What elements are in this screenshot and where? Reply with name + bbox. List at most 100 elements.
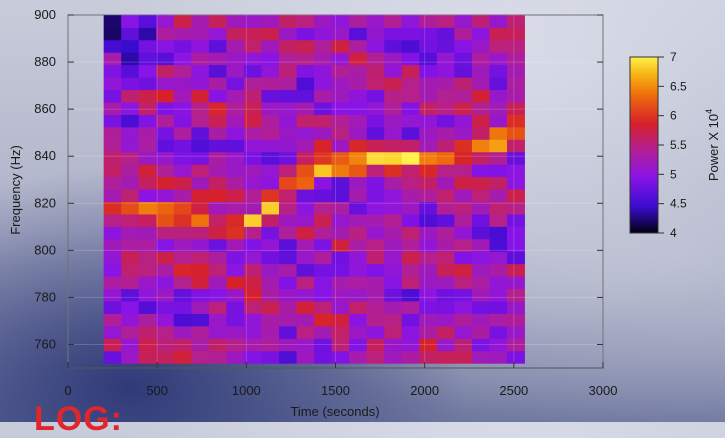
heatmap-cell — [436, 77, 455, 91]
heatmap-cell — [243, 39, 262, 53]
heatmap-cell — [489, 77, 508, 91]
heatmap-cell — [507, 114, 525, 128]
heatmap-cell — [366, 77, 385, 91]
heatmap-cell — [261, 164, 280, 178]
heatmap-cell — [103, 52, 122, 66]
heatmap-cell — [156, 313, 175, 327]
heatmap-cell — [419, 52, 438, 66]
heatmap-cell — [331, 251, 350, 265]
heatmap-cell — [279, 338, 297, 352]
heatmap-cell — [103, 102, 122, 115]
heatmap-cell — [103, 15, 122, 28]
heatmap-cell — [226, 263, 245, 277]
heatmap-cell — [331, 64, 350, 78]
heatmap-cell — [226, 126, 245, 140]
heatmap-cell — [401, 164, 420, 178]
heatmap-cell — [261, 52, 280, 66]
heatmap-cell — [243, 325, 262, 339]
heatmap-cell — [419, 77, 438, 91]
heatmap-cell — [401, 214, 420, 227]
heatmap-cell — [471, 89, 490, 103]
heatmap-cell — [366, 226, 385, 240]
heatmap-cell — [191, 201, 210, 215]
heatmap-cell — [121, 189, 140, 202]
heatmap-cell — [454, 325, 473, 339]
heatmap-cell — [103, 263, 122, 277]
heatmap-cell — [471, 27, 490, 41]
heatmap-cell — [243, 226, 262, 240]
heatmap-cell — [384, 151, 403, 165]
heatmap-cell — [173, 139, 192, 153]
heatmap-cell — [349, 89, 368, 103]
heatmap-cell — [296, 263, 315, 277]
heatmap-cell — [261, 89, 280, 103]
heatmap-cell — [191, 164, 210, 178]
heatmap-cell — [243, 164, 262, 178]
heatmap-cell — [489, 151, 508, 165]
heatmap-cell — [314, 77, 333, 91]
heatmap-cell — [349, 238, 368, 252]
heatmap-cell — [331, 201, 350, 215]
heatmap-cell — [173, 176, 192, 190]
heatmap-cell — [296, 102, 315, 115]
heatmap-cell — [331, 15, 350, 28]
heatmap-cell — [366, 164, 385, 178]
heatmap-cell — [296, 189, 315, 202]
heatmap-cell — [191, 251, 210, 265]
heatmap-cell — [331, 164, 350, 178]
heatmap-cell — [121, 139, 140, 153]
heatmap-cell — [226, 276, 245, 290]
heatmap-cell — [489, 313, 508, 327]
heatmap-cell — [279, 114, 297, 128]
heatmap-cell — [384, 226, 403, 240]
heatmap-cell — [138, 52, 157, 66]
heatmap-cell — [331, 301, 350, 314]
heatmap-cell — [279, 39, 297, 53]
heatmap-cell — [261, 176, 280, 190]
heatmap-cell — [121, 114, 140, 128]
heatmap-cell — [507, 338, 525, 352]
heatmap-cell — [261, 263, 280, 277]
heatmap-cell — [138, 164, 157, 178]
heatmap-cell — [138, 313, 157, 327]
heatmap-cell — [208, 263, 227, 277]
heatmap-cell — [384, 64, 403, 78]
heatmap-cell — [191, 226, 210, 240]
heatmap-cell — [261, 201, 280, 215]
heatmap-cell — [454, 276, 473, 290]
heatmap-cell — [384, 338, 403, 352]
heatmap-cell — [261, 189, 280, 202]
heatmap-cell — [103, 139, 122, 153]
heatmap-cell — [279, 251, 297, 265]
heatmap-cell — [331, 214, 350, 227]
heatmap-cell — [208, 164, 227, 178]
heatmap-cell — [208, 102, 227, 115]
heatmap-cell — [261, 238, 280, 252]
heatmap-cell — [226, 350, 245, 364]
heatmap-cell — [471, 313, 490, 327]
heatmap-cell — [314, 301, 333, 314]
heatmap-cell — [419, 251, 438, 265]
heatmap-cell — [436, 176, 455, 190]
heatmap-cell — [208, 39, 227, 53]
heatmap-cell — [331, 338, 350, 352]
heatmap-cell — [314, 201, 333, 215]
heatmap-cell — [138, 201, 157, 215]
heatmap-cell — [261, 77, 280, 91]
heatmap-cell — [436, 350, 455, 364]
heatmap-cell — [489, 251, 508, 265]
heatmap-cell — [349, 263, 368, 277]
heatmap-cell — [471, 338, 490, 352]
heatmap-cell — [279, 201, 297, 215]
heatmap-cell — [261, 151, 280, 165]
heatmap-chart: 0 500 1000 1500 2000 2500 3000 760 780 800 820 840… — [8, 7, 721, 419]
heatmap-cell — [349, 251, 368, 265]
heatmap-cell — [489, 52, 508, 66]
heatmap-cell — [471, 102, 490, 115]
heatmap-cell — [419, 201, 438, 215]
heatmap-cell — [419, 27, 438, 41]
heatmap-cell — [156, 176, 175, 190]
heatmap-cell — [314, 64, 333, 78]
colorbar-tick-label: 4.5 — [670, 197, 687, 211]
heatmap-cell — [384, 52, 403, 66]
